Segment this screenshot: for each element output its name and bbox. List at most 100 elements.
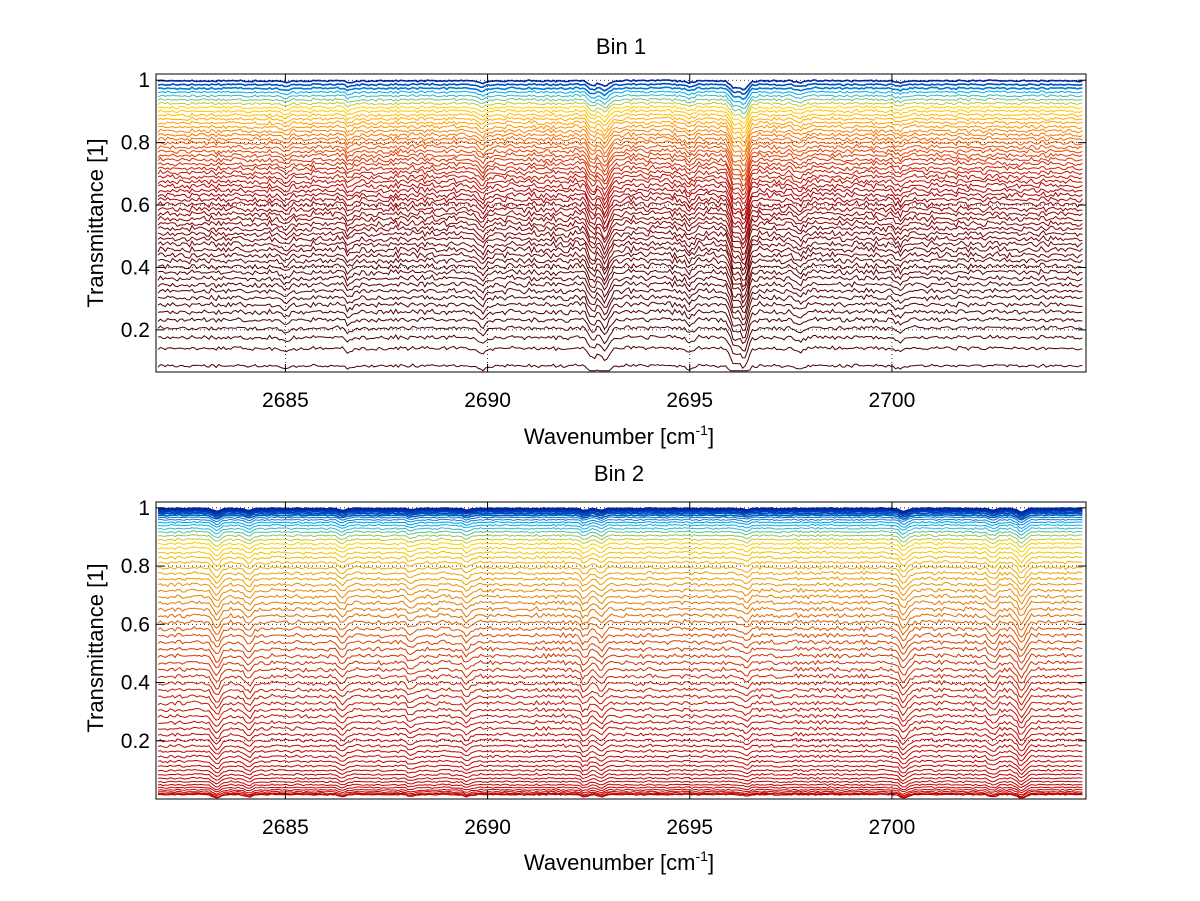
spectrum-line — [157, 693, 1083, 712]
spectrum-line — [157, 168, 1083, 200]
spectrum-line — [157, 151, 1083, 181]
spectrum-line — [157, 120, 1083, 143]
spectrum-line — [157, 639, 1083, 657]
spectrum-line — [157, 234, 1083, 272]
spectrum-line — [157, 737, 1083, 752]
spectrum-line — [157, 160, 1083, 192]
spectrum-line — [157, 759, 1083, 772]
spectrum-line — [157, 191, 1083, 226]
y-tick-label: 1 — [138, 69, 150, 92]
spectrum-line — [157, 792, 1083, 799]
spectrum-line — [157, 135, 1083, 162]
spectrum-line — [157, 82, 1083, 95]
spectrum-line — [157, 219, 1083, 256]
spectrum-line — [157, 754, 1083, 766]
spectrum-line — [157, 560, 1083, 573]
spectrum-line — [157, 520, 1083, 530]
x-tick-label: 2695 — [666, 389, 713, 412]
spectrum-line — [157, 250, 1083, 288]
spectrum-line — [157, 316, 1083, 345]
spectrum-line — [157, 345, 1083, 369]
spectrum-line — [157, 788, 1083, 796]
spectrum-line — [157, 279, 1083, 314]
spectrum-line — [157, 713, 1083, 729]
y-tick-label: 0.6 — [121, 194, 150, 217]
spectrum-line — [157, 719, 1083, 735]
spectrum-line — [157, 268, 1083, 305]
spectrum-line — [157, 195, 1083, 230]
spectrum-line — [157, 204, 1083, 241]
spectrum-line — [157, 699, 1083, 719]
spectrum-line — [157, 214, 1083, 250]
spectrum-line — [158, 772, 1083, 782]
spectrum-line — [157, 748, 1083, 762]
bin-2-chart: Bin 2 0.2 0.4 0.6 0.8 1 2685 2690 2695 2700 Tra… — [83, 461, 1087, 875]
spectrum-line — [157, 131, 1083, 158]
spectrum-line — [157, 108, 1083, 130]
spectrum-line — [157, 199, 1083, 234]
spectrum-line — [157, 599, 1083, 616]
y-axis-ticks: 0.2 0.4 0.6 0.8 1 — [121, 497, 1086, 753]
y-tick-label: 0.6 — [121, 613, 150, 636]
spectrum-line — [157, 541, 1083, 553]
y-axis-ticks: 0.2 0.4 0.6 0.8 1 — [121, 69, 1086, 342]
spectrum-line — [157, 139, 1083, 167]
y-tick-label: 0.4 — [121, 672, 151, 695]
spectrum-line — [157, 78, 1083, 91]
spectrum-line — [157, 565, 1083, 579]
spectrum-line — [157, 245, 1083, 281]
spectrum-line — [157, 673, 1083, 692]
spectrum-line — [157, 239, 1083, 276]
y-axis-label: Transmittance [1] — [83, 563, 108, 732]
x-tick-label: 2685 — [262, 389, 309, 412]
spectrum-line — [157, 743, 1083, 757]
spectrum-line — [157, 104, 1083, 124]
spectrum-line — [157, 666, 1083, 684]
spectrum-line — [157, 511, 1083, 520]
spectrum-line — [157, 334, 1083, 359]
spectrum-line — [157, 776, 1083, 786]
spectrum-line — [157, 112, 1083, 133]
spectrum-line — [157, 587, 1083, 605]
spectrum-line — [157, 631, 1083, 652]
spectrum-line — [157, 686, 1083, 706]
axes-box — [155, 73, 1087, 373]
spectrum-line — [157, 791, 1083, 798]
spectrum-line — [157, 516, 1083, 524]
x-axis-label: Wavenumber [cm-1] — [524, 848, 714, 875]
y-axis-label: Transmittance [1] — [83, 138, 108, 307]
spectrum-line — [157, 764, 1083, 776]
spectrum-line — [158, 570, 1083, 585]
spectrum-line — [157, 127, 1083, 152]
spectrum-line — [157, 768, 1083, 779]
spectrum-line — [157, 255, 1083, 292]
spectrum-line — [157, 293, 1083, 326]
data-series — [157, 78, 1083, 372]
spectrum-line — [157, 530, 1083, 540]
spectrum-line — [157, 659, 1083, 679]
spectrum-line — [157, 177, 1083, 212]
x-axis-ticks: 2685 2690 2695 2700 — [262, 74, 915, 412]
x-tick-label: 2700 — [869, 816, 916, 839]
spectrum-line — [157, 181, 1083, 217]
x-tick-label: 2685 — [262, 816, 309, 839]
spectrum-line — [157, 101, 1083, 119]
y-tick-label: 0.8 — [121, 132, 150, 155]
spectrum-line — [157, 164, 1083, 196]
spectrum-line — [157, 262, 1083, 299]
spectrum-line — [157, 123, 1083, 147]
x-tick-label: 2695 — [666, 816, 713, 839]
spectrum-line — [157, 679, 1083, 699]
x-tick-label: 2700 — [869, 389, 916, 412]
spectrum-line — [157, 786, 1083, 794]
spectrum-line — [157, 97, 1083, 115]
axes-box — [155, 501, 1087, 800]
spectrum-line — [157, 526, 1083, 536]
spectrum-line — [157, 308, 1083, 339]
spectrum-line — [157, 550, 1083, 564]
spectrum-line — [157, 186, 1083, 220]
spectrum-line — [157, 513, 1083, 521]
spectrum-line — [157, 510, 1083, 517]
spectrum-line — [157, 731, 1083, 746]
spectrum-line — [157, 625, 1083, 643]
